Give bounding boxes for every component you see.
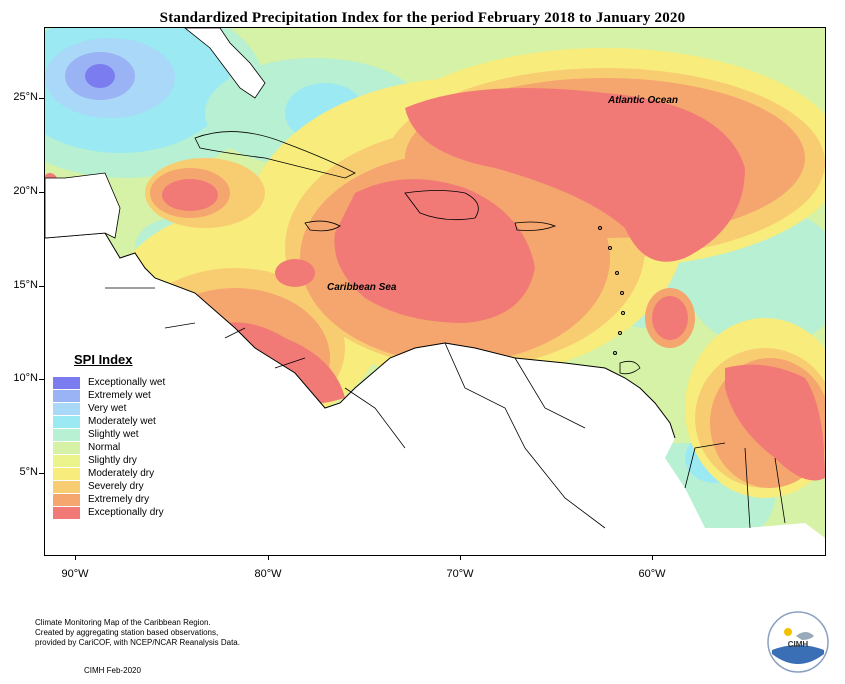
legend-label: Very wet [88, 403, 127, 414]
lon-label-80w: 80°W [254, 568, 282, 580]
legend-label: Exceptionally wet [88, 377, 166, 388]
spi-map: Atlantic Ocean Caribbean Sea [44, 27, 826, 556]
spi-field: Atlantic Ocean Caribbean Sea [45, 28, 825, 555]
footer-line: Climate Monitoring Map of the Caribbean … [35, 618, 211, 627]
legend-swatch [53, 415, 80, 428]
legend-item: Slightly wet [53, 428, 139, 441]
legend-item: Extremely wet [53, 389, 151, 402]
legend-swatch [53, 506, 80, 519]
legend-swatch [53, 402, 80, 415]
footer-line: provided by CariCOF, with NCEP/NCAR Rean… [35, 638, 240, 647]
lat-tick [39, 473, 44, 474]
lon-tick [652, 555, 653, 560]
legend-swatch [53, 376, 80, 389]
lat-label-10n: 10°N [13, 372, 38, 384]
atlantic-ocean-label: Atlantic Ocean [607, 95, 678, 106]
lat-tick [39, 379, 44, 380]
legend-item: Severely dry [53, 480, 144, 493]
legend-item: Exceptionally dry [53, 506, 164, 519]
legend-label: Normal [88, 442, 121, 453]
lon-label-60w: 60°W [638, 568, 666, 580]
lon-label-90w: 90°W [61, 568, 89, 580]
lon-tick [75, 555, 76, 560]
footer-note: Climate Monitoring Map of the Caribbean … [35, 618, 240, 648]
legend-swatch [53, 389, 80, 402]
legend-item: Normal [53, 441, 120, 454]
legend-swatch [53, 493, 80, 506]
cimh-logo: CIMH [767, 611, 829, 673]
lat-label-5n: 5°N [19, 466, 38, 478]
legend-swatch [53, 480, 80, 493]
footer-line: Created by aggregating station based obs… [35, 628, 219, 637]
legend-swatch [53, 441, 80, 454]
legend-label: Moderately wet [88, 416, 156, 427]
sun-icon [784, 628, 792, 636]
lat-label-15n: 15°N [13, 279, 38, 291]
footer-credit: CIMH Feb-2020 [84, 666, 141, 675]
legend-swatch [53, 467, 80, 480]
legend-item: Moderately dry [53, 467, 154, 480]
lon-tick [460, 555, 461, 560]
legend-label: Extremely dry [88, 494, 150, 505]
lat-tick [39, 286, 44, 287]
lon-label-70w: 70°W [446, 568, 474, 580]
logo-text: CIMH [788, 640, 809, 649]
legend-label: Exceptionally dry [88, 507, 164, 518]
legend-title: SPI Index [74, 352, 133, 367]
legend-label: Moderately dry [88, 468, 155, 479]
legend-swatch [53, 428, 80, 441]
legend-item: Moderately wet [53, 415, 156, 428]
lon-tick [268, 555, 269, 560]
legend-item: Extremely dry [53, 493, 149, 506]
legend-item: Slightly dry [53, 454, 137, 467]
map-title: Standardized Precipitation Index for the… [159, 10, 686, 26]
caribbean-sea-label: Caribbean Sea [327, 282, 397, 293]
lat-label-25n: 25°N [13, 91, 38, 103]
legend-label: Slightly wet [88, 429, 139, 440]
legend-label: Severely dry [88, 481, 144, 492]
lat-tick [39, 192, 44, 193]
legend-label: Slightly dry [88, 455, 137, 466]
lat-label-20n: 20°N [13, 185, 38, 197]
legend-item: Very wet [53, 402, 126, 415]
legend-item: Exceptionally wet [53, 376, 165, 389]
lat-tick [39, 98, 44, 99]
legend-label: Extremely wet [88, 390, 151, 401]
legend-swatch [53, 454, 80, 467]
